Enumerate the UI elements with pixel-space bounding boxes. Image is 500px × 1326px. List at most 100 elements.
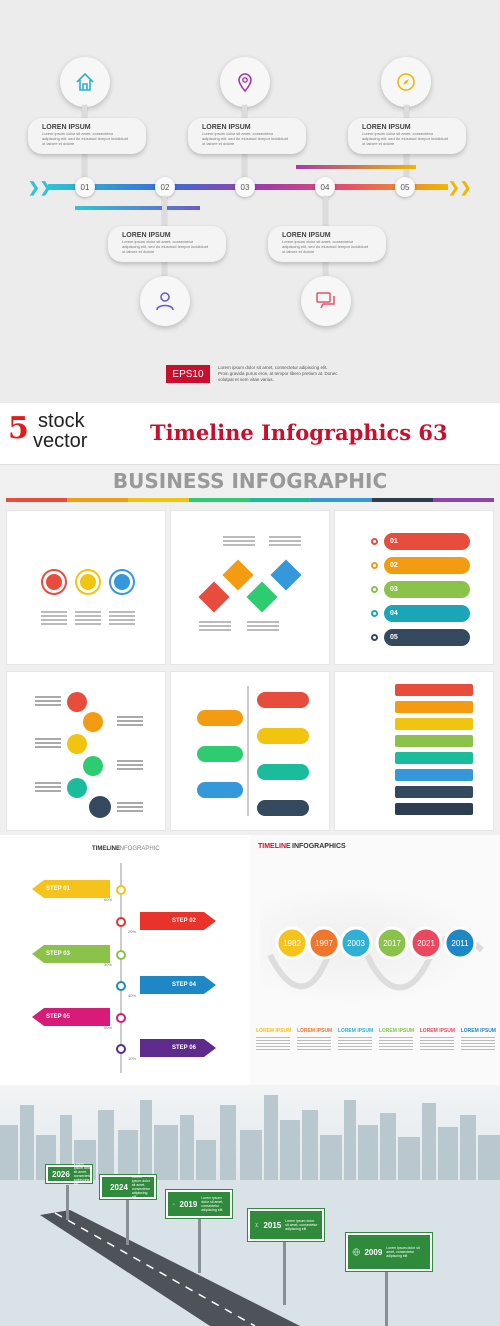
sign-text: Lorem ipsum dolor sit amet, consectetur … bbox=[73, 1162, 92, 1186]
list-number: 02 bbox=[384, 557, 470, 574]
list-item: 03 bbox=[371, 581, 481, 598]
percent-label: 20% bbox=[128, 929, 137, 934]
arrow-timeline-panel: TIMELINE INFOGRAPHIC STEP 01 STEP 02 STE… bbox=[0, 835, 250, 1085]
stripe-segment bbox=[433, 498, 494, 502]
timeline-dot bbox=[116, 917, 126, 927]
center-line bbox=[247, 686, 249, 816]
sign-text: Lorem ipsum dolor sit amet, consectetur … bbox=[285, 1219, 318, 1231]
stripe-segment bbox=[250, 498, 311, 502]
user-icon bbox=[156, 292, 174, 311]
road-sign: 2009 Lorem ipsum dolor sit amet, consect… bbox=[346, 1233, 432, 1271]
list-dot bbox=[371, 562, 378, 569]
sign-post bbox=[385, 1270, 388, 1326]
color-stripe bbox=[6, 498, 494, 502]
diamond-step bbox=[270, 559, 302, 591]
sign-post bbox=[66, 1185, 69, 1220]
diamond-step bbox=[222, 559, 254, 591]
stripe-segment bbox=[311, 498, 372, 502]
compass-icon bbox=[397, 73, 415, 91]
sign-post bbox=[126, 1200, 129, 1245]
pill-step bbox=[197, 746, 243, 762]
circle-step bbox=[77, 571, 99, 593]
top-card-2: LOREN IPSUM Lorem ipsum dolor sit amet, … bbox=[188, 118, 306, 154]
timeline-dot bbox=[116, 1044, 126, 1054]
stripe-segment bbox=[6, 498, 67, 502]
text-lines bbox=[117, 760, 143, 770]
step-arrow-left: STEP 03 bbox=[32, 945, 110, 963]
year-label: 2021 bbox=[417, 939, 435, 948]
text-lines bbox=[199, 621, 231, 633]
stacked-bar bbox=[395, 769, 473, 781]
text-lines bbox=[35, 782, 61, 792]
list-number: 01 bbox=[384, 533, 470, 550]
globe-icon bbox=[352, 1248, 360, 1256]
year-circles-svg: 1982 1997 2003 2017 2021 2011 bbox=[267, 926, 485, 991]
accent-bar-top bbox=[296, 165, 416, 169]
timeline-dot bbox=[116, 1013, 126, 1023]
pill-step bbox=[197, 710, 243, 726]
step-arrow-right: STEP 06 bbox=[140, 1039, 216, 1057]
year-circles-panel: TIMELINE INFOGRAPHICS 1982 1997 2003 2017 20… bbox=[250, 835, 500, 1085]
business-heading: BUSINESS INFOGRAPHIC bbox=[112, 469, 388, 493]
accent-bar-bottom bbox=[75, 206, 200, 210]
text-lines bbox=[460, 1037, 495, 1051]
list-item: 04 bbox=[371, 605, 481, 622]
year-column: LOREM IPSUM bbox=[296, 1028, 332, 1051]
road-sign: 2019 Lorem ipsum dolor sit amet, consect… bbox=[166, 1190, 232, 1218]
bottom-card-1: LOREN IPSUM Lorem ipsum dolor sit amet, … bbox=[108, 226, 226, 262]
year-column: LOREM IPSUM bbox=[460, 1028, 496, 1051]
title-strip: 5 stock vector Timeline Infographics 63 bbox=[0, 403, 500, 465]
brand-line2: vector bbox=[33, 430, 88, 452]
list-number: 05 bbox=[384, 629, 470, 646]
year-circle bbox=[375, 926, 409, 960]
year-column-title: LOREM IPSUM bbox=[378, 1028, 415, 1034]
list-item: 01 bbox=[371, 533, 481, 550]
user-icon-circle bbox=[140, 276, 190, 326]
year-label: 2011 bbox=[451, 939, 469, 948]
brand-number: 5 bbox=[8, 411, 29, 446]
year-labels: LOREM IPSUM LOREM IPSUM LOREM IPSUM LOREM I… bbox=[256, 1028, 496, 1051]
stacked-bar bbox=[395, 735, 473, 747]
sign-text: Lorem ipsum dolor sit amet, consectetur … bbox=[131, 1175, 150, 1199]
timeline-dot bbox=[116, 981, 126, 991]
percent-label: 60% bbox=[104, 897, 113, 902]
pill-step bbox=[197, 782, 243, 798]
year-label: 1997 bbox=[315, 939, 333, 948]
city-skyline bbox=[0, 1095, 500, 1326]
top-card-1: LOREN IPSUM Lorem ipsum dolor sit amet, … bbox=[28, 118, 146, 154]
card-text: Lorem ipsum dolor sit amet, consectetur … bbox=[362, 131, 449, 146]
percent-label: 40% bbox=[128, 993, 137, 998]
eps-badge: EPS10 bbox=[166, 365, 210, 383]
timeline-dot bbox=[116, 885, 126, 895]
map-pin-icon-circle bbox=[220, 57, 270, 107]
stacked-bar bbox=[395, 701, 473, 713]
year-column: LOREM IPSUM bbox=[378, 1028, 415, 1051]
stripe-segment bbox=[128, 498, 189, 502]
s-node bbox=[83, 712, 103, 732]
card-title: LOREN IPSUM bbox=[42, 124, 91, 131]
step-node: 01 bbox=[75, 177, 95, 197]
text-lines bbox=[109, 611, 135, 625]
circle-step bbox=[43, 571, 65, 593]
list-dot bbox=[371, 586, 378, 593]
sign-year: 2015 bbox=[263, 1220, 282, 1230]
stacked-bar bbox=[395, 718, 473, 730]
text-lines bbox=[419, 1037, 454, 1051]
eps-description: Lorem ipsum dolor sit amet, consectetur … bbox=[218, 365, 338, 382]
step-node: 02 bbox=[155, 177, 175, 197]
list-number: 03 bbox=[384, 581, 470, 598]
timeline-preview: LOREN IPSUM Lorem ipsum dolor sit amet, … bbox=[0, 0, 500, 403]
year-column-title: LOREM IPSUM bbox=[419, 1028, 456, 1034]
arrow-title-b: INFOGRAPHIC bbox=[118, 846, 160, 852]
text-lines bbox=[296, 1037, 331, 1051]
panel-alternating-pills bbox=[170, 671, 330, 831]
step-arrow-left: STEP 01 bbox=[32, 880, 110, 898]
map-pin-icon bbox=[238, 73, 252, 93]
road-sign: 2015 Lorem ipsum dolor sit amet, consect… bbox=[248, 1209, 324, 1241]
diamond-step bbox=[246, 581, 278, 613]
pill-step bbox=[257, 728, 309, 744]
stripe-segment bbox=[189, 498, 250, 502]
s-node bbox=[67, 778, 87, 798]
list-item: 02 bbox=[371, 557, 481, 574]
year-column: LOREM IPSUM bbox=[419, 1028, 456, 1051]
